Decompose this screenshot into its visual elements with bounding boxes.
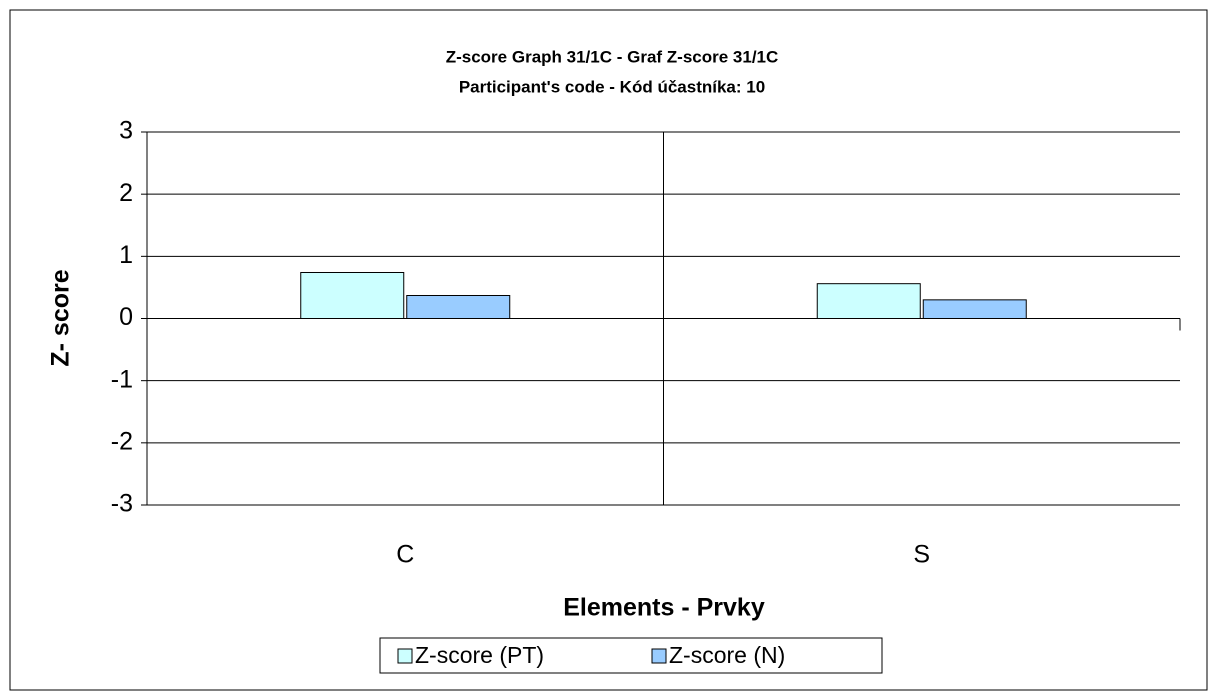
y-tick-label: -2	[111, 427, 133, 455]
y-tick-label: 0	[119, 303, 133, 331]
legend-swatch	[397, 648, 413, 664]
legend-swatch	[651, 648, 667, 664]
y-axis-label: Z- score	[47, 269, 75, 366]
y-tick-label: 1	[119, 241, 133, 269]
x-tick-label: C	[396, 541, 414, 569]
y-tick-label: -1	[111, 365, 133, 393]
chart-subtitle: Participant's code - Kód účastníka: 10	[459, 77, 765, 96]
bar	[406, 294, 511, 319]
x-axis-label: Elements - Prvky	[563, 594, 765, 622]
legend-label: Z-score (PT)	[415, 642, 544, 668]
chart-border	[9, 9, 1208, 691]
y-tick-label: -3	[111, 490, 133, 518]
chart-title: Z-score Graph 31/1C - Graf Z-score 31/1C	[446, 47, 779, 66]
bar	[816, 283, 921, 320]
y-tick-label: 2	[119, 179, 133, 207]
bar	[922, 299, 1027, 320]
legend-box	[379, 637, 883, 674]
legend-label: Z-score (N)	[669, 642, 785, 668]
bar	[300, 271, 405, 320]
y-tick-label: 3	[119, 117, 133, 145]
x-tick-label: S	[913, 541, 930, 569]
